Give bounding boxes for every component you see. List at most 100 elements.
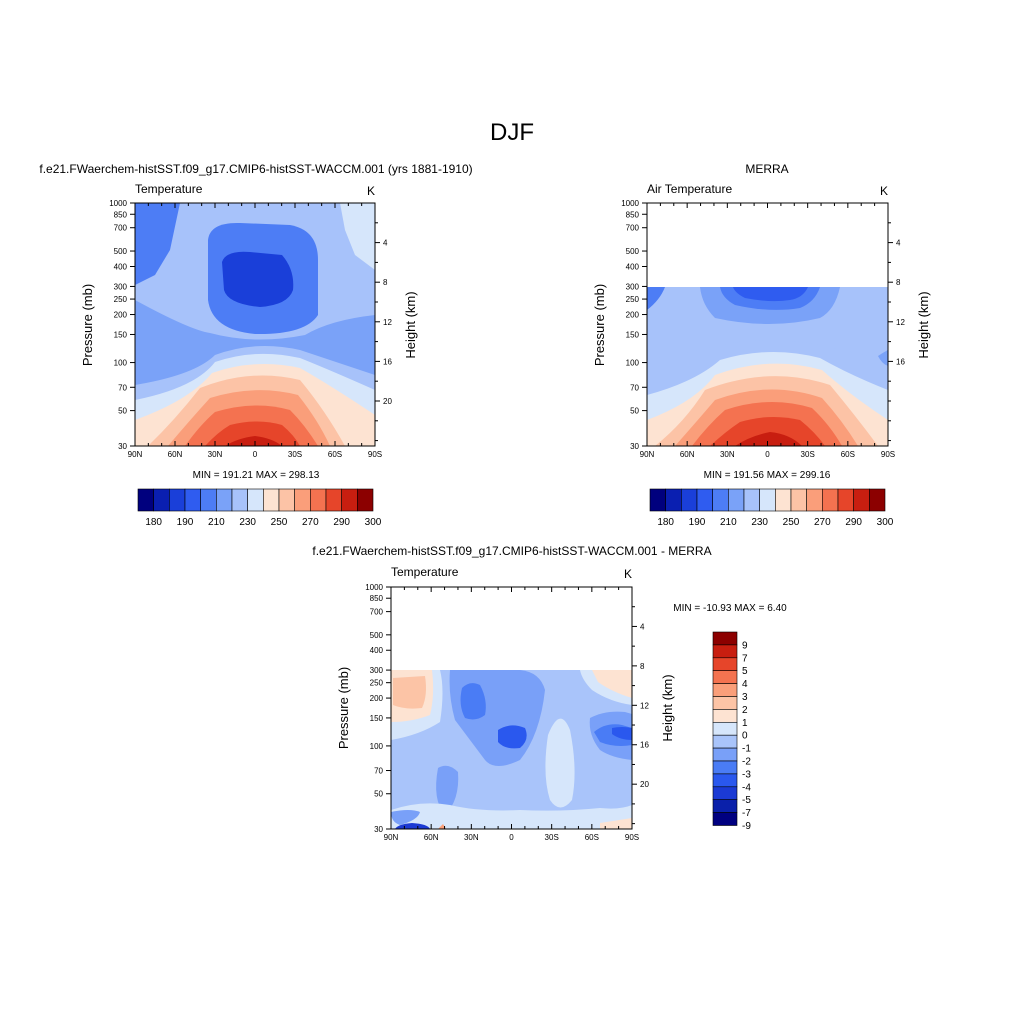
obs-ytick-label: 250 <box>626 295 640 304</box>
diff-colorbar-label: 2 <box>742 705 748 716</box>
panel-model-left-label: Temperature <box>135 182 203 196</box>
diff-colorbar-swatch <box>712 721 738 736</box>
obs-colorbar-swatch <box>712 488 729 512</box>
obs-colorbar-swatch <box>853 488 870 512</box>
diff-colorbar-swatch <box>712 812 738 826</box>
obs-y2tick-label: 8 <box>896 278 901 287</box>
diff-colorbar-label: 4 <box>742 679 748 690</box>
obs-colorbar-label: 230 <box>751 517 768 528</box>
obs-colorbar-label: 180 <box>657 517 674 528</box>
diff-ytick-label: 700 <box>370 608 384 617</box>
diff-colorbar-label: 5 <box>742 666 748 677</box>
diff-colorbar-swatch <box>712 799 738 813</box>
model-colorbar-swatch <box>357 488 374 512</box>
model-ytick-label: 850 <box>114 210 128 219</box>
model-ytick-label: 70 <box>118 383 127 392</box>
diff-xtick-label: 90N <box>384 833 399 842</box>
obs-xtick-label: 30S <box>801 450 815 459</box>
panel-obs-field <box>647 287 888 446</box>
diff-ytick-label: 200 <box>370 694 384 703</box>
diff-colorbar-swatch <box>712 696 738 710</box>
obs-xtick-label: 0 <box>765 450 770 459</box>
panel-obs-y2label: Height (km) <box>916 291 931 358</box>
panel-diff-field <box>391 670 632 829</box>
model-ytick-label: 150 <box>114 330 128 339</box>
model-colorbar-label: 180 <box>145 517 162 528</box>
obs-ytick-label: 100 <box>626 359 640 368</box>
panel-model-axes: 90N 60N 30N 0 30S 60S 90S 30 50 70 100 150 200 250 300… <box>109 199 392 459</box>
model-ytick-label: 250 <box>114 295 128 304</box>
obs-xtick-label: 90S <box>881 450 895 459</box>
diff-y2tick-label: 16 <box>640 741 649 750</box>
model-colorbar-swatch <box>341 488 358 512</box>
obs-colorbar-swatch <box>681 488 698 512</box>
model-colorbar-swatch <box>216 488 233 512</box>
diff-ytick-label: 50 <box>374 790 383 799</box>
obs-colorbar-swatch <box>743 488 760 512</box>
model-ytick-label: 30 <box>118 442 127 451</box>
model-colorbar-label: 300 <box>365 517 382 528</box>
diff-colorbar-label: 7 <box>742 653 748 664</box>
panel-model-y2label: Height (km) <box>403 291 418 358</box>
diff-xtick-label: 30N <box>464 833 479 842</box>
diff-colorbar-label: -5 <box>742 795 751 806</box>
diff-colorbar-label: -1 <box>742 744 751 755</box>
model-xtick-label: 60S <box>328 450 342 459</box>
diff-xtick-label: 30S <box>545 833 559 842</box>
page-title: DJF <box>490 119 534 146</box>
diff-colorbar-swatch <box>712 670 738 684</box>
diff-colorbar-swatch <box>712 709 738 723</box>
diff-colorbar-swatch <box>712 786 738 800</box>
panel-model-right-label: K <box>367 184 375 198</box>
obs-colorbar-swatch <box>759 488 776 512</box>
model-ytick-label: 200 <box>114 311 128 320</box>
diff-colorbar-swatch <box>712 773 738 788</box>
obs-y2tick-label: 4 <box>896 239 901 248</box>
panel-diff-y2label: Height (km) <box>660 674 675 741</box>
diff-ytick-label: 1000 <box>365 583 383 592</box>
obs-ytick-label: 500 <box>626 247 640 256</box>
panel-obs-colorbar: 180 190 210 230 250 270 290 300 <box>649 488 894 528</box>
panel-model-ylabel: Pressure (mb) <box>80 284 95 366</box>
diff-colorbar-label: -7 <box>742 808 751 819</box>
model-xtick-label: 30S <box>288 450 302 459</box>
panel-model-stats: MIN = 191.21 MAX = 298.13 <box>193 470 320 481</box>
obs-colorbar-label: 290 <box>845 517 862 528</box>
diff-xtick-label: 0 <box>509 833 514 842</box>
obs-colorbar-swatch <box>806 488 823 512</box>
model-colorbar-swatch <box>325 488 342 512</box>
diff-colorbar-label: 1 <box>742 718 748 729</box>
panel-obs-left-label: Air Temperature <box>647 182 732 196</box>
diff-ytick-label: 250 <box>370 679 384 688</box>
model-colorbar-swatch <box>310 488 327 512</box>
diff-colorbar-label: -2 <box>742 757 751 768</box>
panel-obs-title: MERRA <box>745 162 788 176</box>
panel-diff-left-label: Temperature <box>391 565 459 579</box>
diff-colorbar-label: 3 <box>742 692 748 703</box>
diff-colorbar-label: 9 <box>742 640 748 651</box>
diff-colorbar-swatch <box>712 760 738 775</box>
diff-colorbar-swatch <box>712 734 738 749</box>
diff-ytick-label: 150 <box>370 714 384 723</box>
model-y2tick-label: 20 <box>383 397 392 406</box>
model-ytick-label: 500 <box>114 247 128 256</box>
panel-obs: MERRA Air Temperature K 90N 60N 30N 0 30S 60S… <box>592 162 931 528</box>
diff-colorbar-swatch <box>712 631 738 646</box>
obs-xtick-label: 60S <box>841 450 855 459</box>
model-ytick-label: 50 <box>118 407 127 416</box>
model-xtick-label: 30N <box>208 450 223 459</box>
diff-colorbar-label: -9 <box>742 821 751 832</box>
obs-xtick-label: 90N <box>640 450 655 459</box>
obs-colorbar-swatch <box>775 488 792 512</box>
diff-y2tick-label: 12 <box>640 701 649 710</box>
obs-colorbar-swatch <box>822 488 839 512</box>
panel-diff-colorbar: 9 7 5 4 3 2 1 0 -1 -2-3 -4 -5 -7 -9 <box>712 631 751 832</box>
diff-ytick-label: 300 <box>370 666 384 675</box>
panel-model: f.e21.FWaerchem-histSST.f09_g17.CMIP6-hi… <box>39 162 472 528</box>
obs-ytick-label: 1000 <box>621 199 639 208</box>
model-xtick-label: 90S <box>368 450 382 459</box>
model-y2tick-label: 12 <box>383 318 392 327</box>
obs-colorbar-label: 300 <box>877 517 894 528</box>
diff-colorbar-label: 0 <box>742 731 748 742</box>
diff-colorbar-swatch <box>712 657 738 671</box>
